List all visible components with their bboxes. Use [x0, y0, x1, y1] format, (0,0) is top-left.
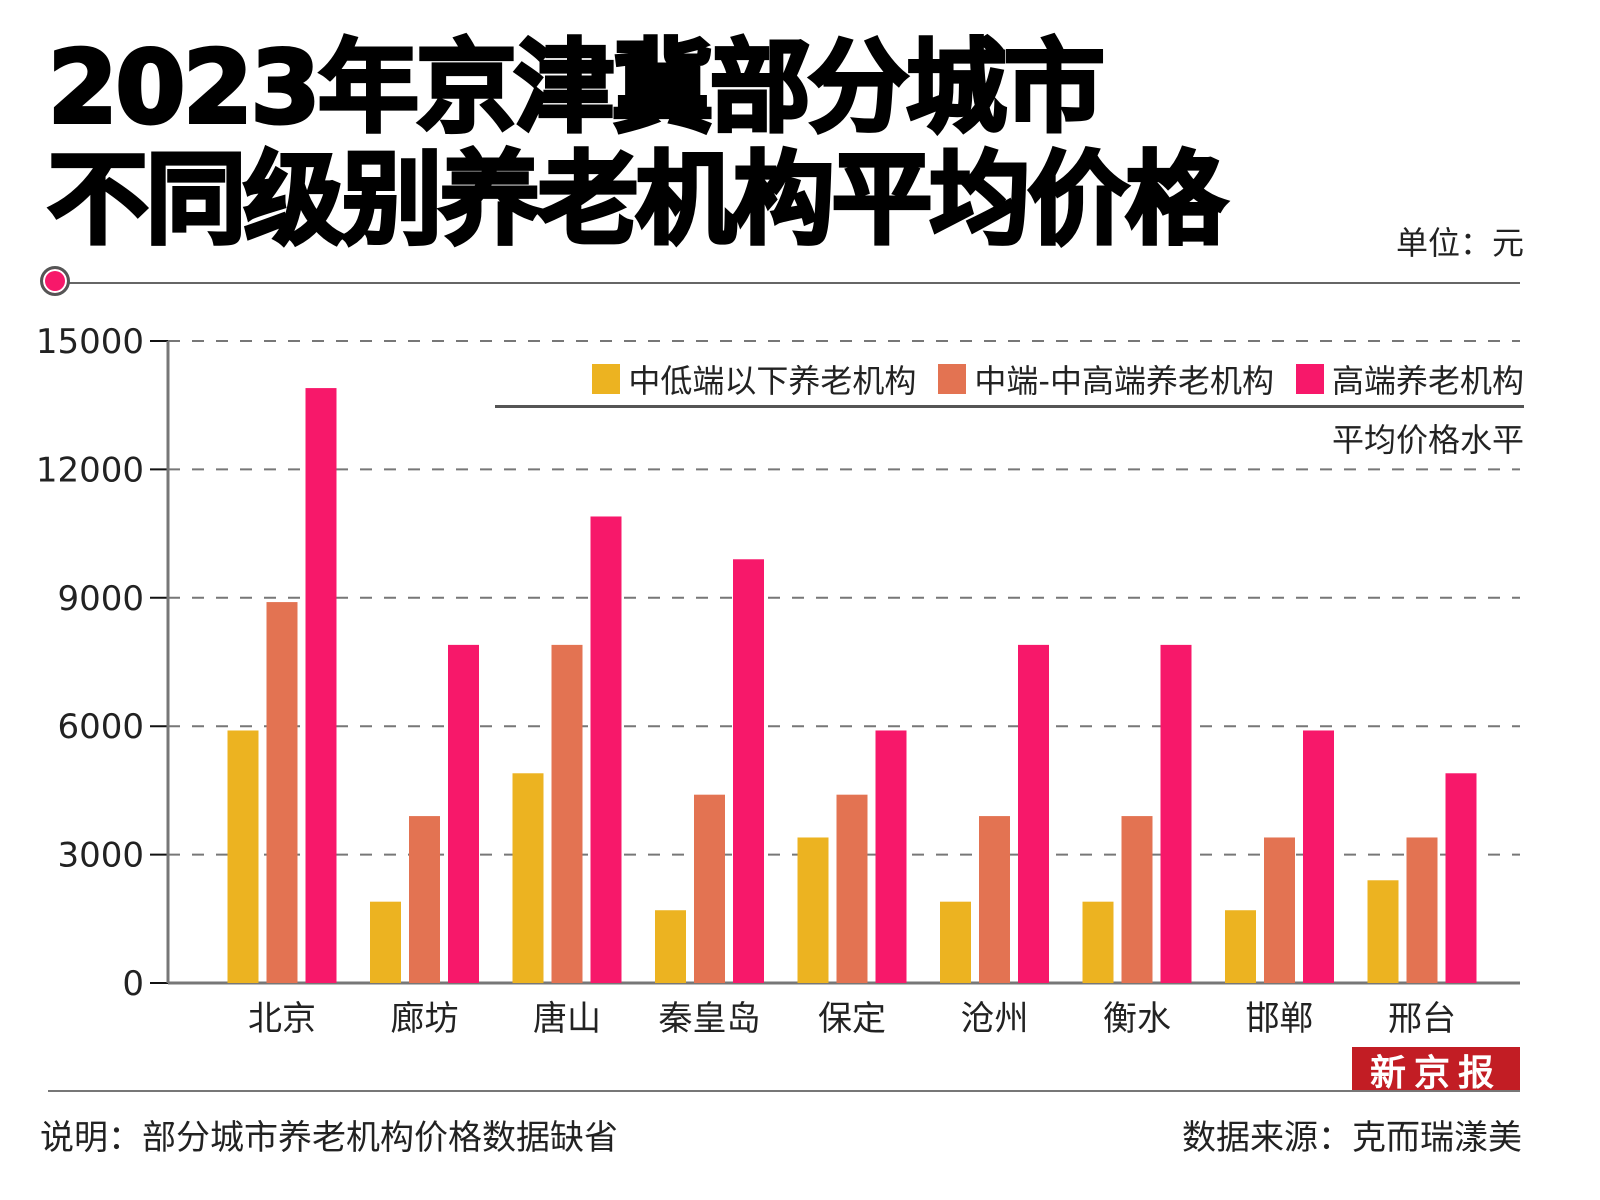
chart-title-line1: 2023年京津冀部分城市: [46, 29, 1106, 146]
bar-high: [1445, 773, 1477, 983]
legend-item-low: 中低端以下养老机构: [592, 356, 916, 402]
x-tick-label: 邯郸: [1246, 999, 1314, 1039]
y-tick-label: 9000: [57, 579, 144, 619]
bar-mid: [1406, 837, 1438, 983]
x-tick-label: 邢台: [1388, 999, 1456, 1039]
chart-title-line2: 不同级别养老机构平均价格: [46, 141, 1228, 258]
y-tick-label: 15000: [36, 322, 144, 362]
legend-label: 高端养老机构: [1331, 362, 1524, 400]
x-tick-label: 廊坊: [391, 999, 459, 1039]
bar-high: [1303, 730, 1334, 983]
bar-low: [797, 837, 829, 983]
bar-high: [733, 559, 764, 983]
bars: [227, 388, 1477, 984]
legend-item-mid: 中端-中高端养老机构: [938, 356, 1274, 402]
legend: 中低端以下养老机构 中端-中高端养老机构 高端养老机构: [592, 356, 1524, 402]
bar-low: [1367, 880, 1399, 983]
y-tick-label: 3000: [57, 836, 144, 876]
unit-label: 单位：元: [1395, 224, 1524, 262]
legend-swatch-icon: [592, 364, 621, 394]
bar-high: [590, 516, 622, 983]
x-tick-label: 沧州: [961, 999, 1029, 1039]
bar-high: [305, 388, 337, 984]
accent-dot-icon: [40, 266, 70, 296]
bar-low: [370, 901, 401, 983]
legend-swatch-icon: [1295, 364, 1324, 394]
bar-mid: [1264, 837, 1295, 983]
x-tick-label: 北京: [248, 999, 316, 1039]
bar-low: [512, 773, 544, 983]
y-tick-label: 0: [122, 964, 144, 1004]
header-divider: [60, 282, 1520, 284]
bar-high: [448, 644, 479, 983]
legend-note: 平均价格水平: [1331, 421, 1524, 459]
bar-low: [1082, 901, 1114, 983]
legend-label: 中低端以下养老机构: [628, 362, 917, 400]
bar-mid: [694, 794, 725, 983]
x-axis-labels: 北京 廊坊 唐山 秦皇岛 保定 沧州 衡水 邯郸 邢台: [248, 999, 1456, 1039]
bar-chart: 0 3000 6000 9000 12000 15000 北京 廊坊 唐山 秦皇岛 保定 沧州 衡水 邯…: [36, 322, 1520, 1039]
y-tick-label: 6000: [57, 707, 144, 747]
bar-low: [227, 730, 259, 983]
legend-label: 中端-中高端养老机构: [974, 362, 1274, 400]
bar-mid: [836, 794, 868, 983]
bar-mid: [409, 816, 440, 983]
bar-low: [1225, 910, 1256, 983]
legend-swatch-icon: [938, 364, 967, 394]
x-tick-label: 唐山: [533, 999, 601, 1039]
bar-low: [655, 910, 686, 983]
x-tick-label: 保定: [818, 999, 886, 1039]
x-tick-label: 衡水: [1103, 999, 1171, 1039]
xinjingbao-logo: 新京报: [1352, 1047, 1520, 1094]
y-axis: 0 3000 6000 9000 12000 15000: [36, 322, 1520, 1004]
bar-mid: [1121, 816, 1153, 983]
footer-divider: [48, 1090, 1520, 1092]
legend-item-high: 高端养老机构: [1295, 356, 1524, 402]
bar-mid: [266, 602, 298, 983]
bar-high: [875, 730, 907, 983]
bar-high: [1018, 644, 1049, 983]
x-tick-label: 秦皇岛: [659, 999, 761, 1039]
bar-high: [1160, 644, 1192, 983]
bar-low: [940, 901, 971, 983]
legend-divider: [495, 405, 1524, 408]
footer-note: 说明：部分城市养老机构价格数据缺省: [40, 1118, 618, 1158]
data-source: 数据来源：克而瑞漾美: [1182, 1118, 1522, 1158]
bar-mid: [551, 644, 583, 983]
y-tick-label: 12000: [36, 450, 144, 490]
bar-mid: [979, 816, 1010, 983]
